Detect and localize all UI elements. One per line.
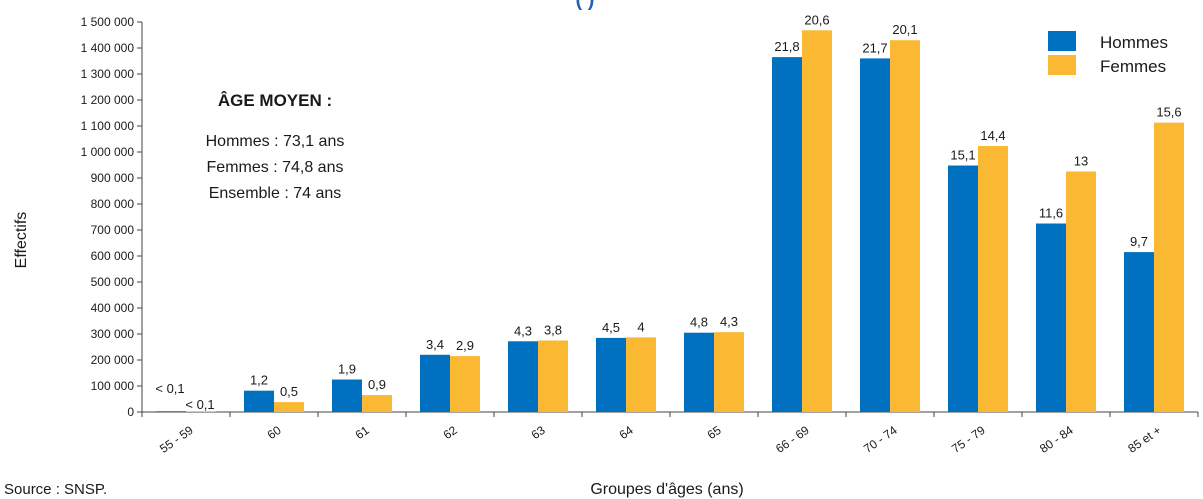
bar-label-femmes: 14,4 xyxy=(980,128,1005,143)
bar-femmes xyxy=(890,40,920,412)
bar-hommes xyxy=(684,332,714,412)
bar-femmes xyxy=(538,340,568,412)
bars-group xyxy=(156,30,1184,413)
y-tick-label: 300 000 xyxy=(91,327,135,341)
bar-labels-group: < 0,1< 0,1 1,2 0,5 1,9 0,9 3,4 2,9 4,3 3,8 4,5 4 4,… xyxy=(155,12,1181,412)
x-category-label: 75 - 79 xyxy=(949,423,988,456)
bar-femmes xyxy=(274,402,304,412)
bar-femmes xyxy=(362,395,392,412)
bar-label-hommes: < 0,1 xyxy=(155,381,184,396)
bar-hommes xyxy=(420,354,450,412)
bar-label-hommes: 4,8 xyxy=(690,315,708,330)
bar-hommes xyxy=(156,411,186,412)
y-axis: 0 100 000 200 000 300 000 400 000 500 000 600 … xyxy=(81,15,143,419)
bar-label-femmes: 13 xyxy=(1074,154,1088,169)
legend-swatch-hommes xyxy=(1048,31,1076,51)
y-tick-label: 1 100 000 xyxy=(81,119,135,133)
x-category-label: 61 xyxy=(353,423,372,442)
bar-label-femmes: < 0,1 xyxy=(185,397,214,412)
x-category-label: 55 - 59 xyxy=(157,423,196,456)
source-note: Source : SNSP. xyxy=(4,481,107,498)
y-tick-label: 1 500 000 xyxy=(81,15,135,29)
bar-hommes xyxy=(508,341,538,412)
x-category-label: 62 xyxy=(441,423,460,442)
bar-hommes xyxy=(332,379,362,412)
x-axis: 55 - 59 60 61 62 63 64 65 66 - 69 70 - 74 75 - 79… xyxy=(141,411,1199,456)
y-tick-label: 200 000 xyxy=(91,353,135,367)
x-category-label: 64 xyxy=(617,423,636,442)
y-tick-label: 1 400 000 xyxy=(81,41,135,55)
bar-hommes xyxy=(1036,223,1066,412)
y-tick-label: 1 000 000 xyxy=(81,145,135,159)
bar-label-femmes: 2,9 xyxy=(456,338,474,353)
bar-label-hommes: 21,8 xyxy=(774,39,799,54)
y-tick-label: 800 000 xyxy=(91,197,135,211)
legend-label-hommes: Hommes xyxy=(1100,33,1168,52)
y-tick-label: 1 300 000 xyxy=(81,67,135,81)
bar-hommes xyxy=(596,337,626,412)
x-category-label: 60 xyxy=(265,423,284,442)
bar-hommes xyxy=(948,165,978,412)
legend-swatch-femmes xyxy=(1048,55,1076,75)
x-category-label: 80 - 84 xyxy=(1037,423,1076,456)
average-age-box: ÂGE MOYEN : Hommes : 73,1 ans Femmes : 7… xyxy=(206,91,345,202)
x-category-label: 65 xyxy=(705,423,724,442)
bar-label-hommes: 21,7 xyxy=(862,40,887,55)
average-age-femmes: Femmes : 74,8 ans xyxy=(207,159,344,176)
bar-label-femmes: 0,5 xyxy=(280,384,298,399)
average-age-ensemble: Ensemble : 74 ans xyxy=(209,185,342,202)
bar-label-hommes: 1,2 xyxy=(250,373,268,388)
bar-label-femmes: 20,6 xyxy=(804,12,829,27)
bar-label-femmes: 3,8 xyxy=(544,323,562,338)
bar-femmes xyxy=(714,332,744,412)
bar-hommes xyxy=(772,57,802,412)
average-age-hommes: Hommes : 73,1 ans xyxy=(206,133,345,150)
bar-label-hommes: 4,5 xyxy=(602,320,620,335)
legend: Hommes Femmes xyxy=(1048,31,1168,76)
y-tick-label: 1 200 000 xyxy=(81,93,135,107)
bar-hommes xyxy=(244,390,274,412)
bar-hommes xyxy=(860,58,890,413)
bar-label-hommes: 1,9 xyxy=(338,362,356,377)
y-tick-label: 600 000 xyxy=(91,249,135,263)
y-tick-label: 400 000 xyxy=(91,301,135,315)
legend-label-femmes: Femmes xyxy=(1100,57,1166,76)
bar-femmes xyxy=(802,30,832,412)
bar-femmes xyxy=(186,411,216,412)
chart-title-fragment: ( ) xyxy=(576,0,595,11)
bar-femmes xyxy=(1066,171,1096,412)
x-category-label: 66 - 69 xyxy=(773,423,812,456)
x-axis-title: Groupes d'âges (ans) xyxy=(590,481,743,498)
x-category-label: 63 xyxy=(529,423,548,442)
bar-label-femmes: 0,9 xyxy=(368,377,386,392)
bar-label-femmes: 4,3 xyxy=(720,314,738,329)
bar-label-femmes: 15,6 xyxy=(1156,105,1181,120)
bar-label-hommes: 15,1 xyxy=(950,148,975,163)
y-tick-label: 100 000 xyxy=(91,379,135,393)
y-tick-label: 0 xyxy=(127,405,134,419)
y-tick-label: 700 000 xyxy=(91,223,135,237)
average-age-title: ÂGE MOYEN : xyxy=(218,91,332,110)
bar-label-hommes: 4,3 xyxy=(514,323,532,338)
y-axis-title: Effectifs xyxy=(13,212,30,269)
bar-femmes xyxy=(626,337,656,412)
bar-label-hommes: 9,7 xyxy=(1130,234,1148,249)
bar-label-hommes: 3,4 xyxy=(426,337,444,352)
bar-femmes xyxy=(1154,122,1184,413)
x-category-label: 70 - 74 xyxy=(861,423,900,456)
bar-label-femmes: 4 xyxy=(637,319,644,334)
bar-label-hommes: 11,6 xyxy=(1039,206,1063,221)
bar-hommes xyxy=(1124,252,1154,412)
bar-label-femmes: 20,1 xyxy=(892,22,917,37)
bar-femmes xyxy=(450,356,480,412)
y-tick-label: 500 000 xyxy=(91,275,135,289)
bar-femmes xyxy=(978,146,1008,412)
y-tick-label: 900 000 xyxy=(91,171,135,185)
x-category-label: 85 et + xyxy=(1125,423,1163,456)
